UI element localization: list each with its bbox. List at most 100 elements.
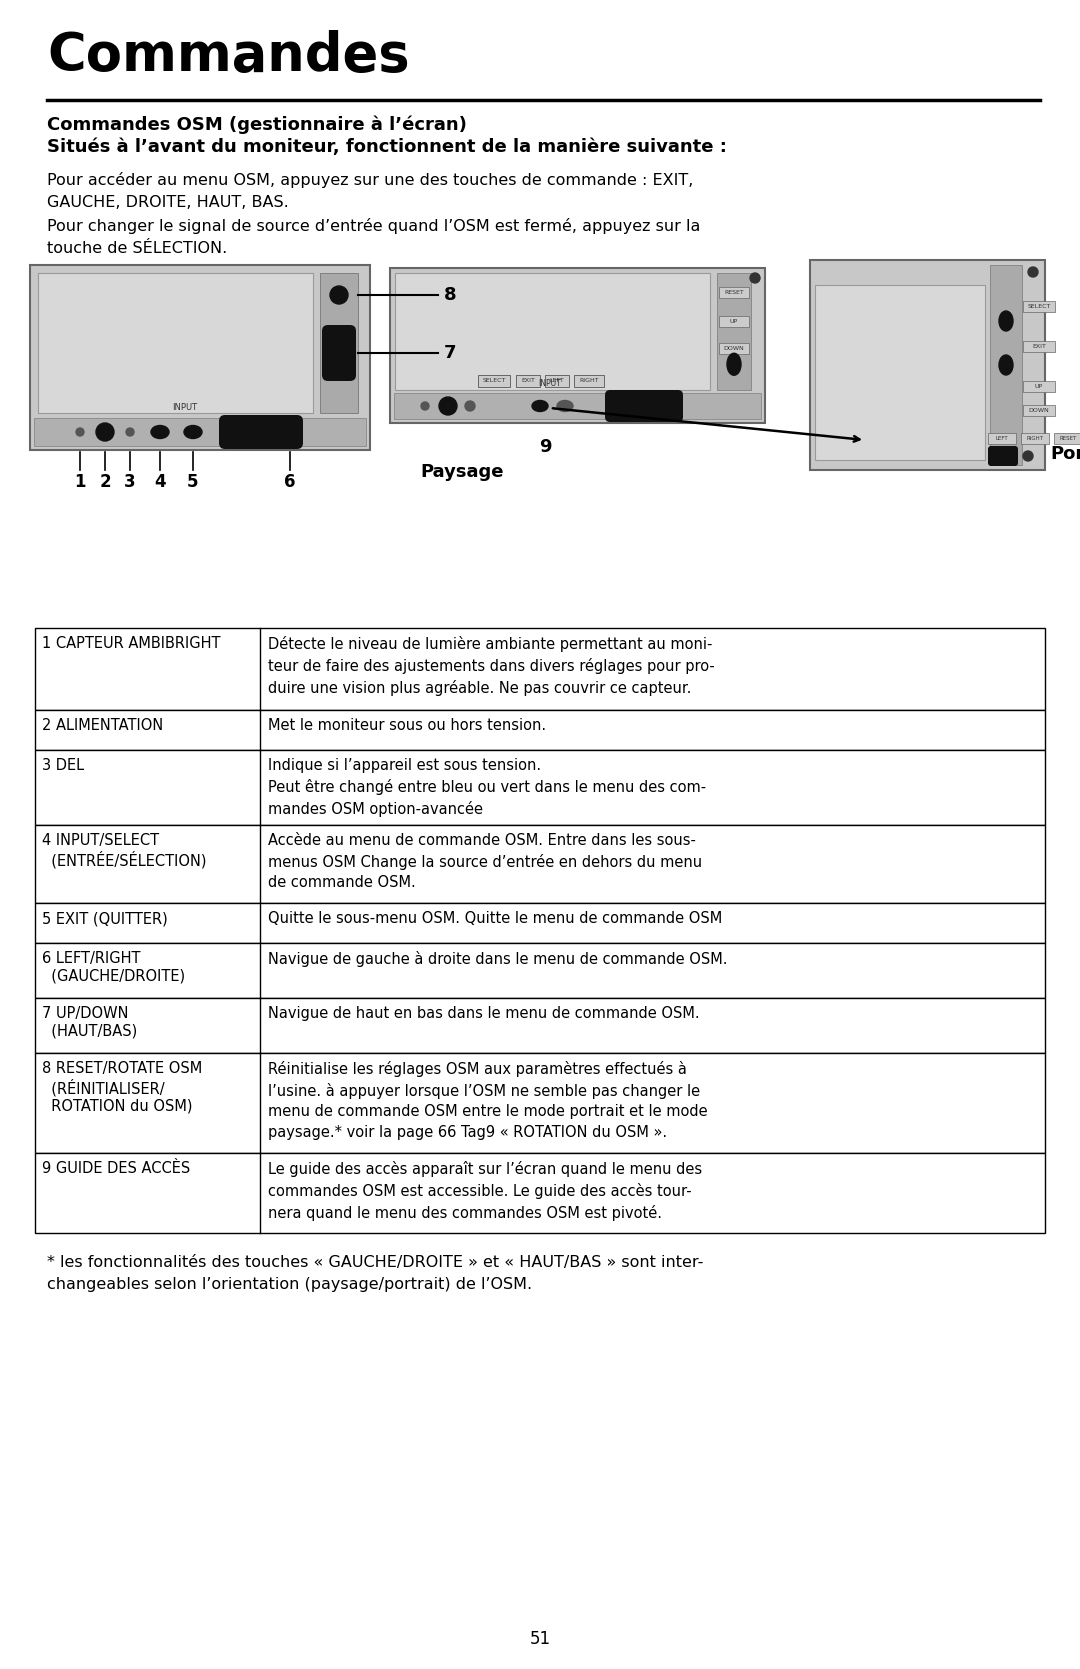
Text: SELECT: SELECT xyxy=(1027,304,1051,309)
FancyBboxPatch shape xyxy=(219,416,303,449)
Text: Détecte le niveau de lumière ambiante permettant au moni-
teur de faire des ajus: Détecte le niveau de lumière ambiante pe… xyxy=(268,636,715,696)
Bar xyxy=(1023,381,1055,392)
Text: * les fonctionnalités des touches « GAUCHE/DROITE » et « HAUT/BAS » sont inter-
: * les fonctionnalités des touches « GAUC… xyxy=(48,1255,703,1292)
Text: Accède au menu de commande OSM. Entre dans les sous-
menus OSM Change la source : Accède au menu de commande OSM. Entre da… xyxy=(268,833,702,890)
Bar xyxy=(719,344,750,354)
Text: LEFT: LEFT xyxy=(550,379,565,384)
Circle shape xyxy=(465,401,475,411)
Text: Le guide des accès apparaît sur l’écran quand le menu des
commandes OSM est acce: Le guide des accès apparaît sur l’écran … xyxy=(268,1162,702,1220)
Text: Pour accéder au menu OSM, appuyez sur une des touches de commande : EXIT,
GAUCHE: Pour accéder au menu OSM, appuyez sur un… xyxy=(48,172,693,210)
Text: INPUT: INPUT xyxy=(173,402,198,412)
FancyBboxPatch shape xyxy=(605,391,683,422)
Bar xyxy=(35,1053,1045,1153)
Text: 5 EXIT (QUITTER): 5 EXIT (QUITTER) xyxy=(42,911,167,926)
Bar xyxy=(1021,432,1049,444)
Bar xyxy=(717,274,751,391)
Ellipse shape xyxy=(532,401,548,412)
Bar xyxy=(719,287,750,299)
Bar xyxy=(719,317,750,327)
Bar xyxy=(545,376,569,387)
Bar xyxy=(478,376,510,387)
Text: 4 INPUT/SELECT
  (ENTRÉE/SÉLECTION): 4 INPUT/SELECT (ENTRÉE/SÉLECTION) xyxy=(42,833,206,868)
Bar xyxy=(30,265,370,451)
Text: RIGHT: RIGHT xyxy=(1026,436,1043,441)
Text: UP: UP xyxy=(730,319,738,324)
Text: LEFT: LEFT xyxy=(996,436,1009,441)
Text: UP: UP xyxy=(1035,384,1043,389)
Text: 2 ALIMENTATION: 2 ALIMENTATION xyxy=(42,718,163,733)
Circle shape xyxy=(438,397,457,416)
Bar xyxy=(35,903,1045,943)
Bar xyxy=(1023,340,1055,352)
Bar xyxy=(35,749,1045,824)
Circle shape xyxy=(96,422,114,441)
Ellipse shape xyxy=(184,426,202,439)
Bar xyxy=(35,1153,1045,1233)
Text: RESET: RESET xyxy=(1059,436,1077,441)
Circle shape xyxy=(76,427,84,436)
Text: Pour changer le signal de source d’entrée quand l’OSM est fermé, appuyez sur la
: Pour changer le signal de source d’entré… xyxy=(48,219,700,255)
Text: 8: 8 xyxy=(444,285,457,304)
Text: 5: 5 xyxy=(187,472,199,491)
Text: 6 LEFT/RIGHT
  (GAUCHE/DROITE): 6 LEFT/RIGHT (GAUCHE/DROITE) xyxy=(42,951,185,983)
Text: 7: 7 xyxy=(444,344,457,362)
Text: 1: 1 xyxy=(75,472,85,491)
Text: 8 RESET/ROTATE OSM
  (RÉINITIALISER/
  ROTATION du OSM): 8 RESET/ROTATE OSM (RÉINITIALISER/ ROTAT… xyxy=(42,1061,202,1113)
Text: 9: 9 xyxy=(539,437,551,456)
Bar xyxy=(394,392,761,419)
Text: Situés à l’avant du moniteur, fonctionnent de la manière suivante :: Situés à l’avant du moniteur, fonctionne… xyxy=(48,139,727,155)
Text: 3: 3 xyxy=(124,472,136,491)
Text: INPUT: INPUT xyxy=(539,379,562,387)
Bar xyxy=(320,274,357,412)
Bar xyxy=(1023,300,1055,312)
Text: 2: 2 xyxy=(99,472,111,491)
Text: EXIT: EXIT xyxy=(521,379,535,384)
Ellipse shape xyxy=(557,401,573,412)
Bar xyxy=(35,824,1045,903)
Bar xyxy=(988,432,1016,444)
Text: Navigue de gauche à droite dans le menu de commande OSM.: Navigue de gauche à droite dans le menu … xyxy=(268,951,728,966)
Text: EXIT: EXIT xyxy=(1032,344,1045,349)
Bar xyxy=(516,376,540,387)
Text: Paysage: Paysage xyxy=(420,462,503,481)
Text: RIGHT: RIGHT xyxy=(579,379,598,384)
Text: DOWN: DOWN xyxy=(724,345,744,350)
Bar xyxy=(815,285,985,461)
FancyBboxPatch shape xyxy=(988,446,1018,466)
Text: 4: 4 xyxy=(154,472,166,491)
Circle shape xyxy=(1028,267,1038,277)
Bar xyxy=(35,943,1045,998)
Text: DOWN: DOWN xyxy=(1028,407,1050,412)
Text: 3 DEL: 3 DEL xyxy=(42,758,84,773)
Text: Commandes: Commandes xyxy=(48,30,409,82)
Text: Met le moniteur sous ou hors tension.: Met le moniteur sous ou hors tension. xyxy=(268,718,546,733)
Text: 51: 51 xyxy=(529,1631,551,1647)
Bar xyxy=(390,269,765,422)
Bar xyxy=(1023,406,1055,416)
Text: Portrait: Portrait xyxy=(1050,446,1080,462)
Bar xyxy=(35,998,1045,1053)
Text: Navigue de haut en bas dans le menu de commande OSM.: Navigue de haut en bas dans le menu de c… xyxy=(268,1006,700,1021)
Bar xyxy=(990,265,1022,466)
Text: 1 CAPTEUR AMBIBRIGHT: 1 CAPTEUR AMBIBRIGHT xyxy=(42,636,220,651)
Bar xyxy=(810,260,1045,471)
Text: Indique si l’appareil est sous tension.
Peut être changé entre bleu ou vert dans: Indique si l’appareil est sous tension. … xyxy=(268,758,706,816)
Text: 9 GUIDE DES ACCÈS: 9 GUIDE DES ACCÈS xyxy=(42,1162,190,1177)
Text: 6: 6 xyxy=(284,472,296,491)
Ellipse shape xyxy=(999,310,1013,330)
Bar xyxy=(35,628,1045,709)
Circle shape xyxy=(1023,451,1032,461)
Ellipse shape xyxy=(999,355,1013,376)
Bar xyxy=(573,376,604,387)
Bar xyxy=(33,417,366,446)
Bar xyxy=(1054,432,1080,444)
Ellipse shape xyxy=(151,426,168,439)
Circle shape xyxy=(421,402,429,411)
Text: Quitte le sous-menu OSM. Quitte le menu de commande OSM: Quitte le sous-menu OSM. Quitte le menu … xyxy=(268,911,723,926)
FancyBboxPatch shape xyxy=(322,325,356,381)
Ellipse shape xyxy=(727,354,741,376)
Circle shape xyxy=(750,274,760,284)
Text: Réinitialise les réglages OSM aux paramètres effectués à
l’usine. à appuyer lors: Réinitialise les réglages OSM aux paramè… xyxy=(268,1061,707,1140)
Bar xyxy=(35,709,1045,749)
Circle shape xyxy=(126,427,134,436)
